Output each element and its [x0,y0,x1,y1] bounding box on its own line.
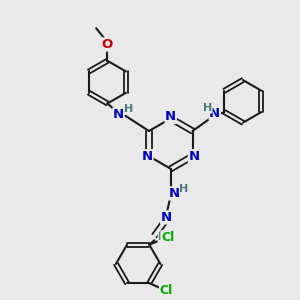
Text: N: N [165,110,176,123]
Text: N: N [188,150,200,163]
Text: O: O [102,38,113,51]
Text: H: H [158,232,167,242]
Text: Cl: Cl [161,231,174,244]
Text: N: N [161,211,172,224]
Text: N: N [142,150,153,163]
Text: H: H [203,103,212,113]
Text: Cl: Cl [160,284,173,297]
Text: H: H [124,104,134,114]
Text: N: N [209,107,220,120]
Text: H: H [179,184,189,194]
Text: N: N [169,187,180,200]
Text: N: N [113,108,124,121]
